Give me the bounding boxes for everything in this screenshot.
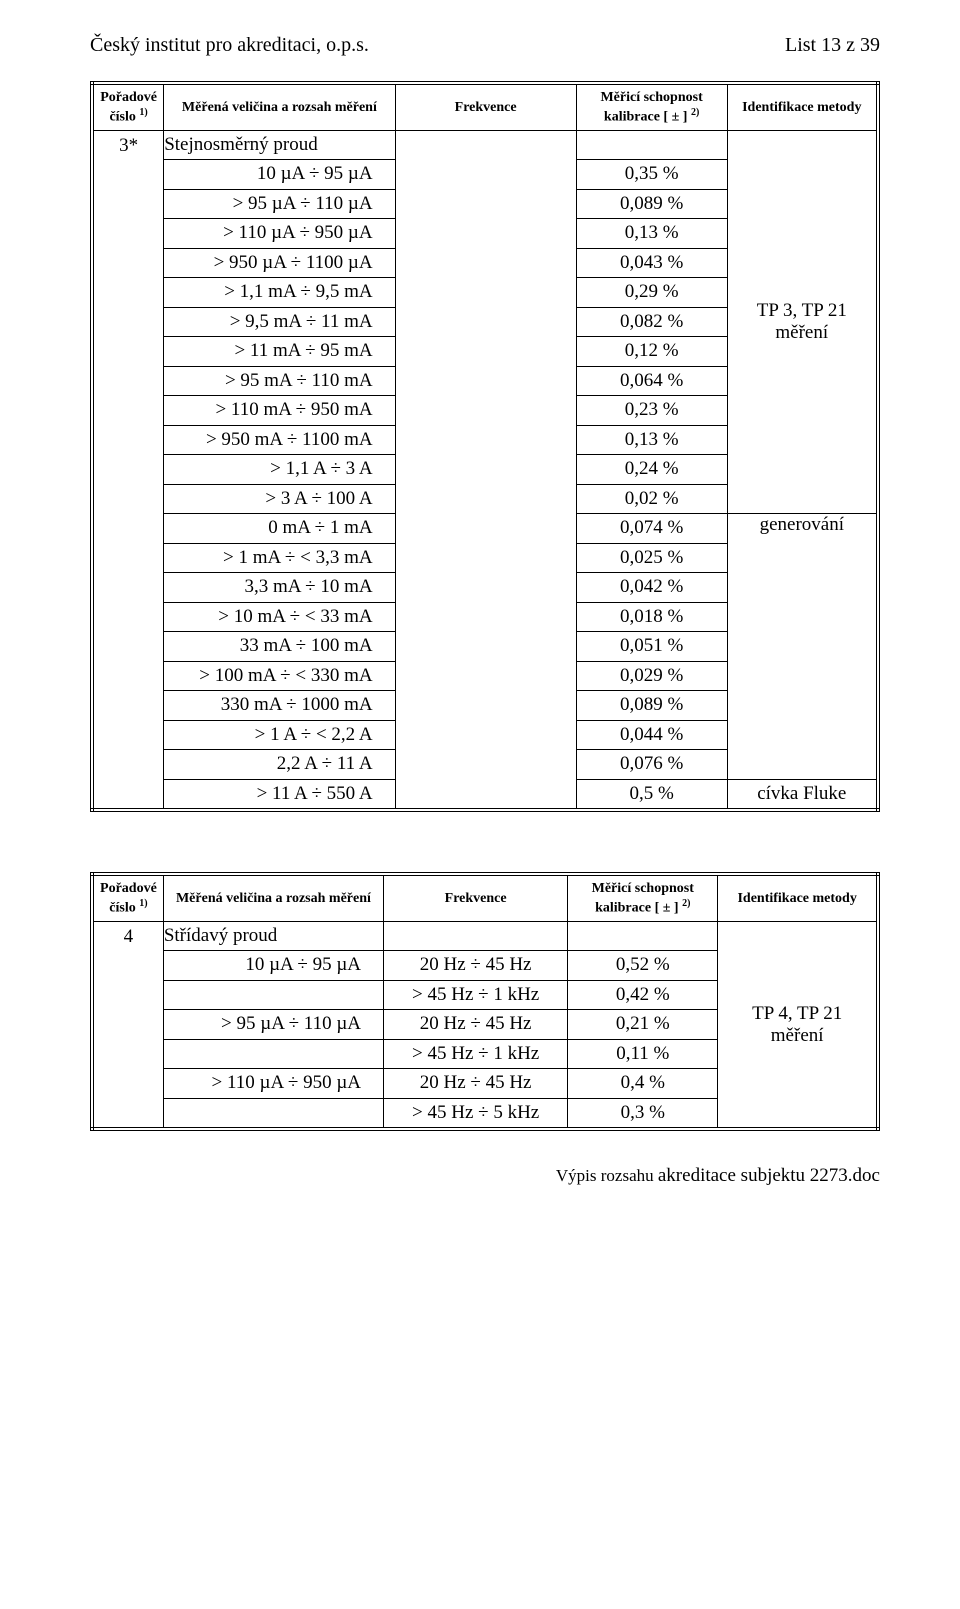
range: > 3 A ÷ 100 A [164, 485, 394, 514]
cal: 0,24 % [576, 455, 727, 485]
range: > 11 mA ÷ 95 mA [164, 337, 394, 366]
cal: 0,043 % [576, 248, 727, 278]
cell-title: Střídavý proud [163, 921, 383, 951]
range: > 11 A ÷ 550 A [164, 780, 394, 809]
footer: Výpis rozsahu akreditace subjektu 2273.d… [90, 1165, 880, 1187]
cal: 0,082 % [576, 307, 727, 337]
cell-cal [576, 130, 727, 160]
cal: 0,13 % [576, 219, 727, 249]
freq [384, 921, 568, 951]
cal: 0,5 % [576, 779, 727, 810]
cal: 0,076 % [576, 750, 727, 780]
cal: 0,4 % [568, 1069, 718, 1099]
cell-frequency-empty [395, 130, 576, 810]
freq: 20 Hz ÷ 45 Hz [384, 951, 568, 981]
range: 330 mA ÷ 1000 mA [164, 691, 394, 720]
cal: 0,018 % [576, 602, 727, 632]
th-calibration: Měřicí schopnost kalibrace [ ± ] 2) [568, 874, 718, 921]
range: > 1,1 mA ÷ 9,5 mA [164, 278, 394, 307]
cal: 0,042 % [576, 573, 727, 603]
th-measured: Měřená veličina a rozsah měření [164, 83, 395, 130]
cal: 0,051 % [576, 632, 727, 662]
cal: 0,3 % [568, 1098, 718, 1129]
cal: 0,23 % [576, 396, 727, 426]
th-identification: Identifikace metody [718, 874, 878, 921]
range: > 10 mA ÷ < 33 mA [164, 603, 394, 632]
th-identification: Identifikace metody [727, 83, 878, 130]
th-index: Pořadové číslo 1) [92, 83, 164, 130]
range: > 1 A ÷ < 2,2 A [164, 721, 394, 750]
cell-ident-coil: cívka Fluke [727, 779, 878, 810]
th-frequency: Frekvence [384, 874, 568, 921]
cal: 0,42 % [568, 980, 718, 1010]
range: 0 mA ÷ 1 mA [164, 514, 394, 543]
cal: 0,074 % [576, 514, 727, 544]
th-measured: Měřená veličina a rozsah měření [163, 874, 383, 921]
range: > 950 µA ÷ 1100 µA [164, 249, 394, 278]
freq: > 45 Hz ÷ 5 kHz [384, 1098, 568, 1129]
cal [568, 921, 718, 951]
range: > 95 µA ÷ 110 µA [164, 1010, 383, 1039]
range: 2,2 A ÷ 11 A [164, 750, 394, 779]
th-index: Pořadové číslo 1) [92, 874, 163, 921]
th-frequency: Frekvence [395, 83, 576, 130]
cal: 0,12 % [576, 337, 727, 367]
cal: 0,089 % [576, 691, 727, 721]
cell-title: Stejnosměrný proud [164, 130, 395, 160]
cal: 0,064 % [576, 366, 727, 396]
cal: 0,089 % [576, 189, 727, 219]
range: > 1 mA ÷ < 3,3 mA [164, 544, 394, 573]
cell-ident-gen: generování [727, 514, 878, 780]
range: > 950 mA ÷ 1100 mA [164, 426, 394, 455]
table-2: Pořadové číslo 1) Měřená veličina a rozs… [90, 872, 880, 1131]
range: > 110 mA ÷ 950 mA [164, 396, 394, 425]
range: > 110 µA ÷ 950 µA [164, 219, 394, 248]
cal: 0,21 % [568, 1010, 718, 1040]
cal: 0,13 % [576, 425, 727, 455]
cell-ident: TP 4, TP 21 měření [718, 921, 878, 1129]
range: 3,3 mA ÷ 10 mA [164, 573, 394, 602]
range: > 95 µA ÷ 110 µA [164, 190, 394, 219]
cal: 0,29 % [576, 278, 727, 308]
th-calibration: Měřicí schopnost kalibrace [ ± ] 2) [576, 83, 727, 130]
cal: 0,11 % [568, 1039, 718, 1069]
range: > 1,1 A ÷ 3 A [164, 455, 394, 484]
freq: > 45 Hz ÷ 1 kHz [384, 1039, 568, 1069]
cal: 0,35 % [576, 160, 727, 190]
freq: > 45 Hz ÷ 1 kHz [384, 980, 568, 1010]
range: 10 µA ÷ 95 µA [164, 951, 383, 980]
cell-index: 4 [92, 921, 163, 1129]
cell-ident-top: TP 3, TP 21 měření [727, 130, 878, 514]
freq: 20 Hz ÷ 45 Hz [384, 1010, 568, 1040]
range: > 9,5 mA ÷ 11 mA [164, 308, 394, 337]
table-1: Pořadové číslo 1) Měřená veličina a rozs… [90, 81, 880, 812]
cal: 0,02 % [576, 484, 727, 514]
range: > 95 mA ÷ 110 mA [164, 367, 394, 396]
cal: 0,025 % [576, 543, 727, 573]
range: > 110 µA ÷ 950 µA [164, 1069, 383, 1098]
range: 10 µA ÷ 95 µA [164, 160, 394, 189]
page-header: Český institut pro akreditaci, o.p.s. Li… [90, 34, 880, 57]
freq: 20 Hz ÷ 45 Hz [384, 1069, 568, 1099]
range: 33 mA ÷ 100 mA [164, 632, 394, 661]
header-left: Český institut pro akreditaci, o.p.s. [90, 34, 369, 57]
range: > 100 mA ÷ < 330 mA [164, 662, 394, 691]
header-right: List 13 z 39 [785, 34, 880, 57]
cal: 0,029 % [576, 661, 727, 691]
cal: 0,52 % [568, 951, 718, 981]
cell-index: 3* [92, 130, 164, 810]
cal: 0,044 % [576, 720, 727, 750]
